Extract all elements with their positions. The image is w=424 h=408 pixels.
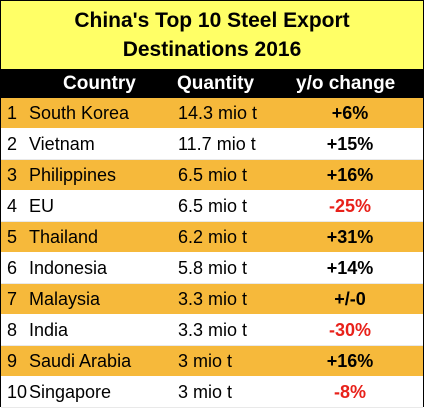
rank-cell: 7 [7,289,18,309]
rank-cell: 3 [7,165,18,185]
rank-cell: 4 [7,196,18,216]
table-row: 2 Vietnam 11.7 mio t +15% [1,129,423,160]
rank-cell: 6 [7,258,18,278]
change-cell: -30% [328,320,372,340]
rank-cell: 8 [7,320,18,340]
table-row: 9 Saudi Arabia 3 mio t +16% [1,346,423,377]
quantity-cell: 3.3 mio t [178,320,248,340]
table-row: 10 Singapore 3 mio t -8% [1,377,423,408]
country-cell: EU [29,196,55,216]
table-row: 3 Philippines 6.5 mio t +16% [1,160,423,191]
table-row: 8 India 3.3 mio t -30% [1,315,423,346]
table-row: 4 EU 6.5 mio t -25% [1,191,423,222]
change-cell: -25% [328,196,372,216]
rank-cell: 5 [7,227,18,247]
change-cell: +14% [326,258,374,278]
country-cell: Indonesia [29,258,108,278]
table-row: 6 Indonesia 5.8 mio t +14% [1,253,423,284]
country-cell: Singapore [29,382,112,402]
change-cell: +31% [326,227,374,247]
change-cell: +15% [326,134,374,154]
quantity-cell: 6.5 mio t [178,165,248,185]
table-title: China's Top 10 Steel Export Destinations… [1,1,423,69]
header-change: y/o change [296,73,396,94]
quantity-cell: 6.2 mio t [178,227,248,247]
change-cell: +16% [326,351,374,371]
country-cell: Philippines [29,165,117,185]
change-cell: +/-0 [334,289,366,309]
country-cell: Vietnam [29,134,95,154]
change-cell: -8% [333,382,366,402]
rank-cell: 1 [7,103,18,123]
rank-cell: 10 [7,382,28,402]
change-cell: +6% [331,103,369,123]
country-cell: India [29,320,69,340]
quantity-cell: 14.3 mio t [178,103,258,123]
quantity-cell: 6.5 mio t [178,196,248,216]
quantity-cell: 3 mio t [178,351,233,371]
country-cell: Saudi Arabia [29,351,132,371]
rank-cell: 2 [7,134,18,154]
title-line-1: China's Top 10 Steel Export [74,9,350,32]
table-row: 1 South Korea 14.3 mio t +6% [1,98,423,129]
quantity-cell: 11.7 mio t [178,134,256,154]
header-quantity: Quantity [177,73,255,94]
title-line-2: Destinations 2016 [122,38,302,61]
country-cell: South Korea [29,103,130,123]
quantity-cell: 3 mio t [178,382,233,402]
country-cell: Malaysia [29,289,101,309]
header-country: Country [63,73,136,94]
table-header: Country Quantity y/o change [1,69,423,98]
country-cell: Thailand [29,227,99,247]
table-row: 5 Thailand 6.2 mio t +31% [1,222,423,253]
rank-cell: 9 [7,351,18,371]
quantity-cell: 5.8 mio t [178,258,248,278]
quantity-cell: 3.3 mio t [178,289,248,309]
table-row: 7 Malaysia 3.3 mio t +/-0 [1,284,423,315]
change-cell: +16% [326,165,374,185]
